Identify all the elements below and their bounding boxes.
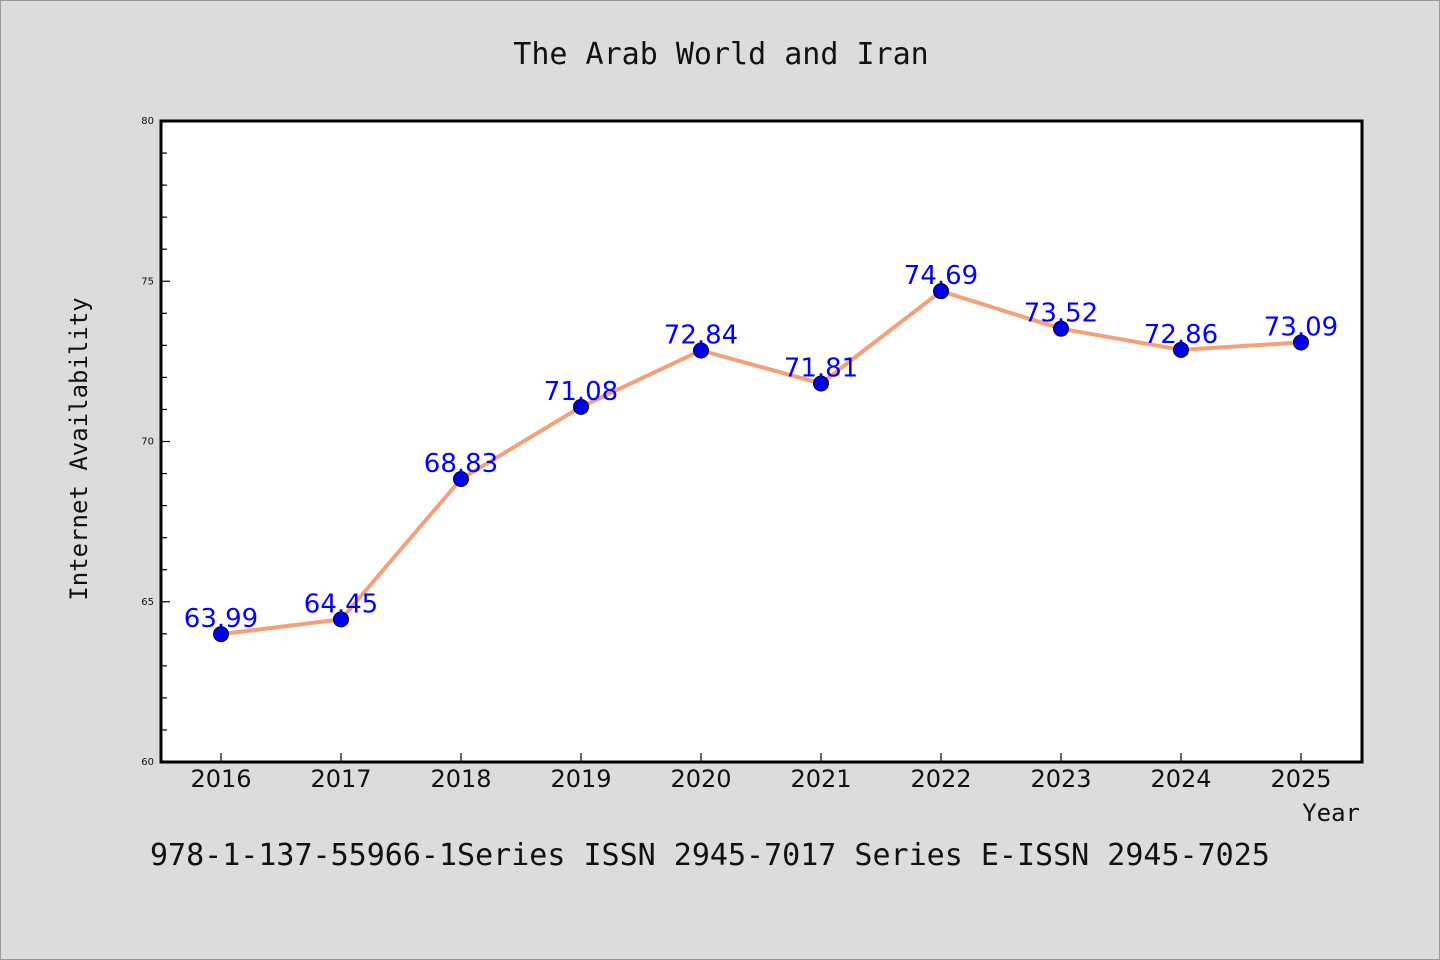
x-tick-label: 2019 — [550, 765, 611, 793]
x-tick-label: 2025 — [1270, 765, 1331, 793]
chart-title: The Arab World and Iran — [513, 37, 928, 72]
data-label: 71.08 — [544, 377, 618, 407]
x-tick-label: 2016 — [190, 765, 251, 793]
x-tick-label: 2018 — [430, 765, 491, 793]
data-point — [1053, 320, 1069, 337]
data-point — [333, 611, 349, 628]
x-tick-label: 2020 — [670, 765, 731, 793]
y-tick-label: 80 — [141, 116, 154, 127]
data-label: 72.84 — [664, 320, 738, 350]
x-axis: 2016 2017 2018 2019 2020 2021 2022 2023 2024 2025 — [190, 753, 1332, 793]
series-group: 63.99 64.45 68.83 71.08 72.84 71.81 74.69 73.52… — [184, 261, 1338, 643]
y-axis-label: Internet Availability — [65, 297, 93, 600]
x-tick-label: 2023 — [1030, 765, 1091, 793]
x-tick-label: 2022 — [910, 765, 971, 793]
data-point — [573, 398, 589, 415]
x-axis-label: Year — [1302, 799, 1360, 827]
x-tick-label: 2017 — [310, 765, 371, 793]
y-axis: 60 65 70 75 80 — [141, 116, 170, 768]
y-tick-label: 75 — [141, 276, 154, 287]
y-tick-label: 70 — [141, 437, 154, 448]
data-label: 64.45 — [304, 589, 378, 619]
data-label: 72.86 — [1144, 320, 1218, 350]
data-label: 68.83 — [424, 449, 498, 479]
data-label: 73.52 — [1024, 299, 1098, 329]
data-point — [933, 283, 949, 300]
x-tick-label: 2021 — [790, 765, 851, 793]
data-point — [213, 626, 229, 643]
data-label: 63.99 — [184, 604, 258, 634]
plot-area — [159, 119, 1364, 764]
data-point — [693, 342, 709, 359]
data-label: 71.81 — [784, 353, 858, 383]
series-line — [219, 289, 1303, 637]
y-tick-label: 65 — [141, 597, 154, 608]
data-label: 73.09 — [1264, 312, 1338, 342]
y-tick-label: 60 — [141, 757, 154, 768]
data-point — [1293, 334, 1309, 351]
data-point — [1173, 341, 1189, 358]
data-label: 74.69 — [904, 261, 978, 291]
footer-text: 978-1-137-55966-1Series ISSN 2945-7017 S… — [150, 838, 1270, 873]
x-tick-label: 2024 — [1150, 765, 1211, 793]
data-point — [813, 375, 829, 392]
data-point — [453, 470, 469, 487]
